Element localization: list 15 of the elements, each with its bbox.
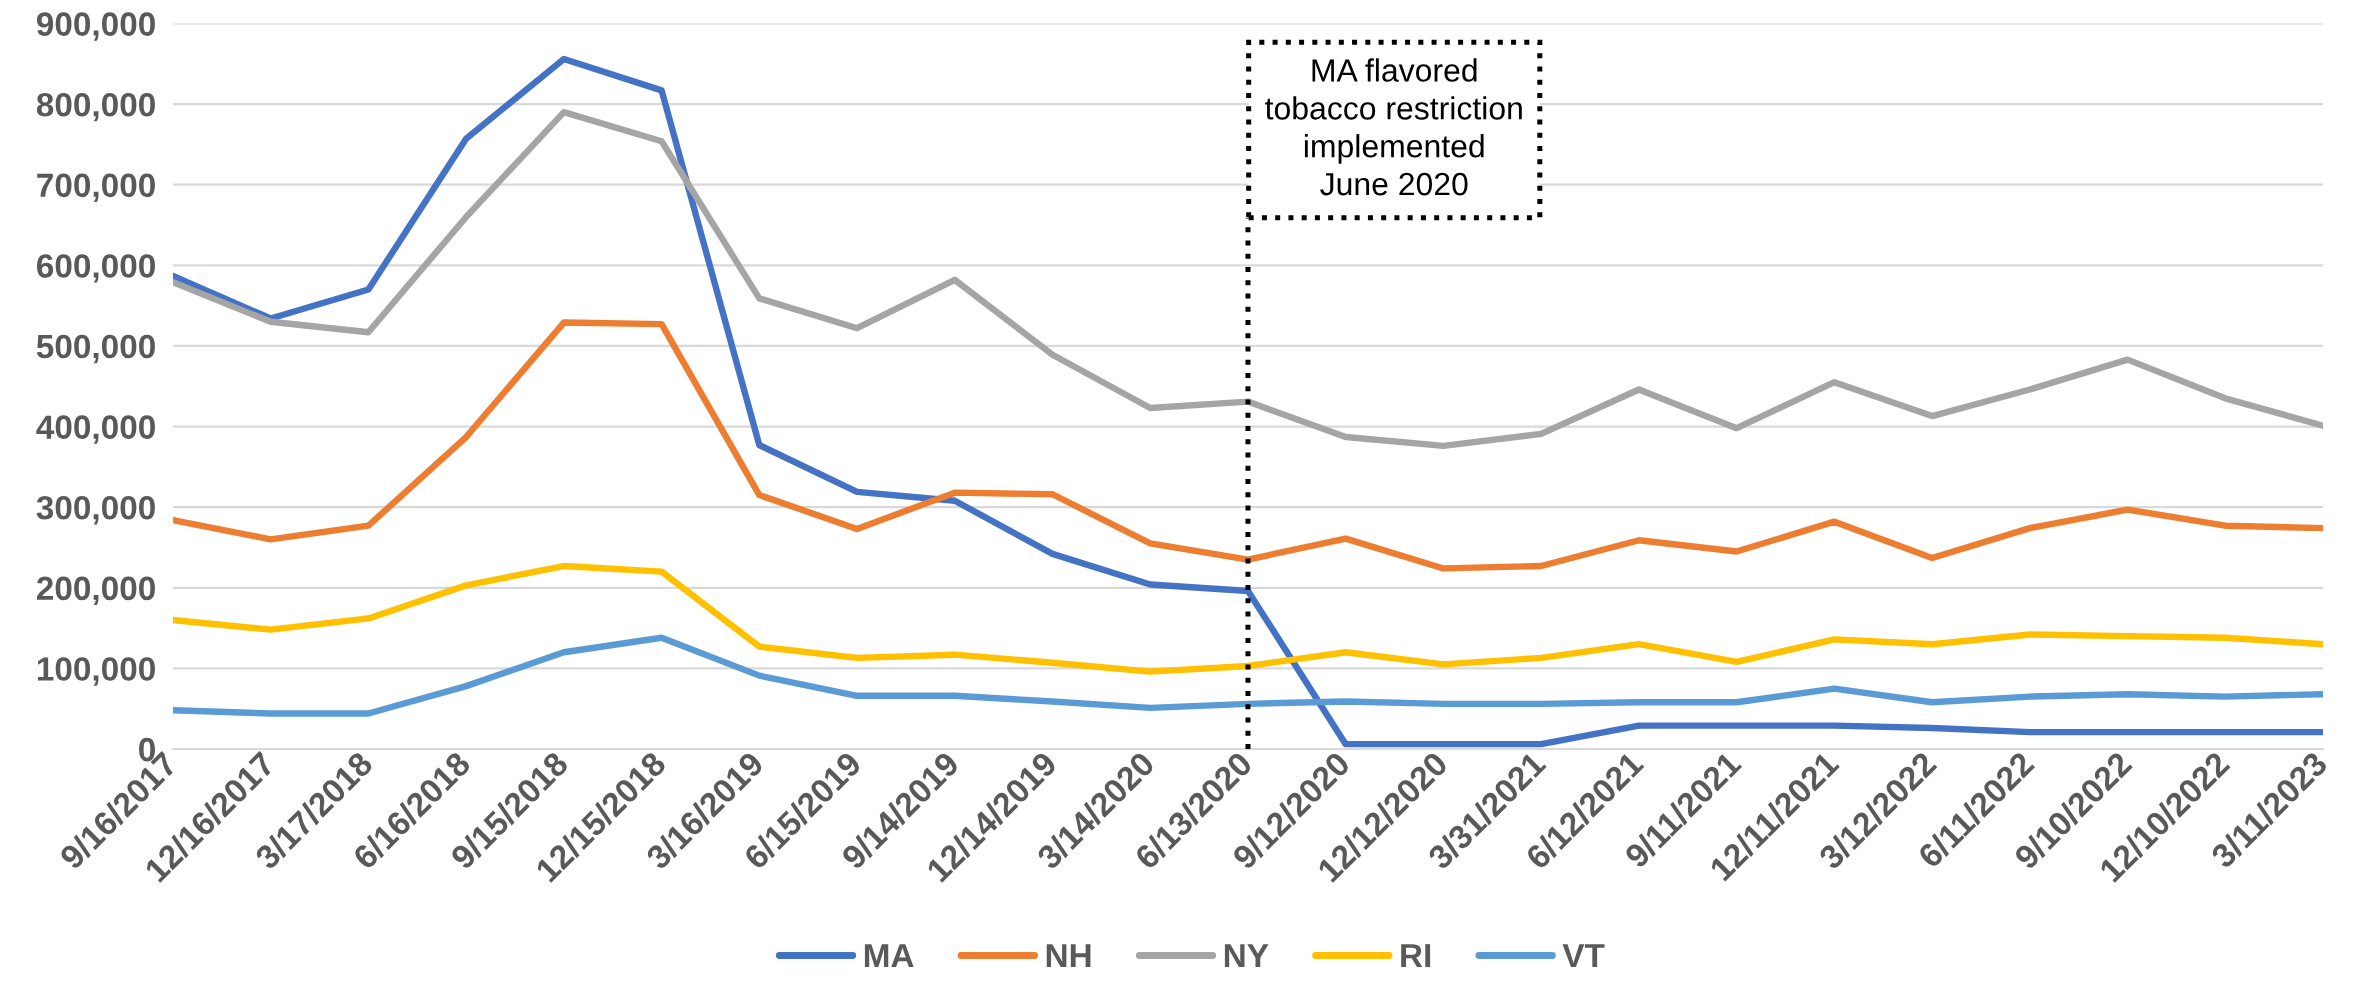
legend-label: NH xyxy=(1046,944,1091,968)
y-tick-label: 500,000 xyxy=(36,334,155,364)
legend-label: RI xyxy=(1401,944,1431,968)
legend-label: NY xyxy=(1224,944,1269,968)
legend-label: VT xyxy=(1562,944,1605,968)
legend-label: MA xyxy=(864,944,914,968)
y-tick-label: 600,000 xyxy=(37,254,155,283)
y-tick-label: 200,000 xyxy=(36,576,155,606)
y-tick-label: 300,000 xyxy=(36,495,155,525)
y-tick-label: 900,000 xyxy=(36,12,155,41)
y-tick-label: 800,000 xyxy=(36,92,155,122)
y-tick-label: 100,000 xyxy=(37,657,155,686)
ref-line-label: MA flavored tobacco restriction implemented June 2020 xyxy=(1265,58,1522,196)
y-tick-label: 400,000 xyxy=(36,415,155,444)
y-tick-label: 700,000 xyxy=(37,173,155,202)
